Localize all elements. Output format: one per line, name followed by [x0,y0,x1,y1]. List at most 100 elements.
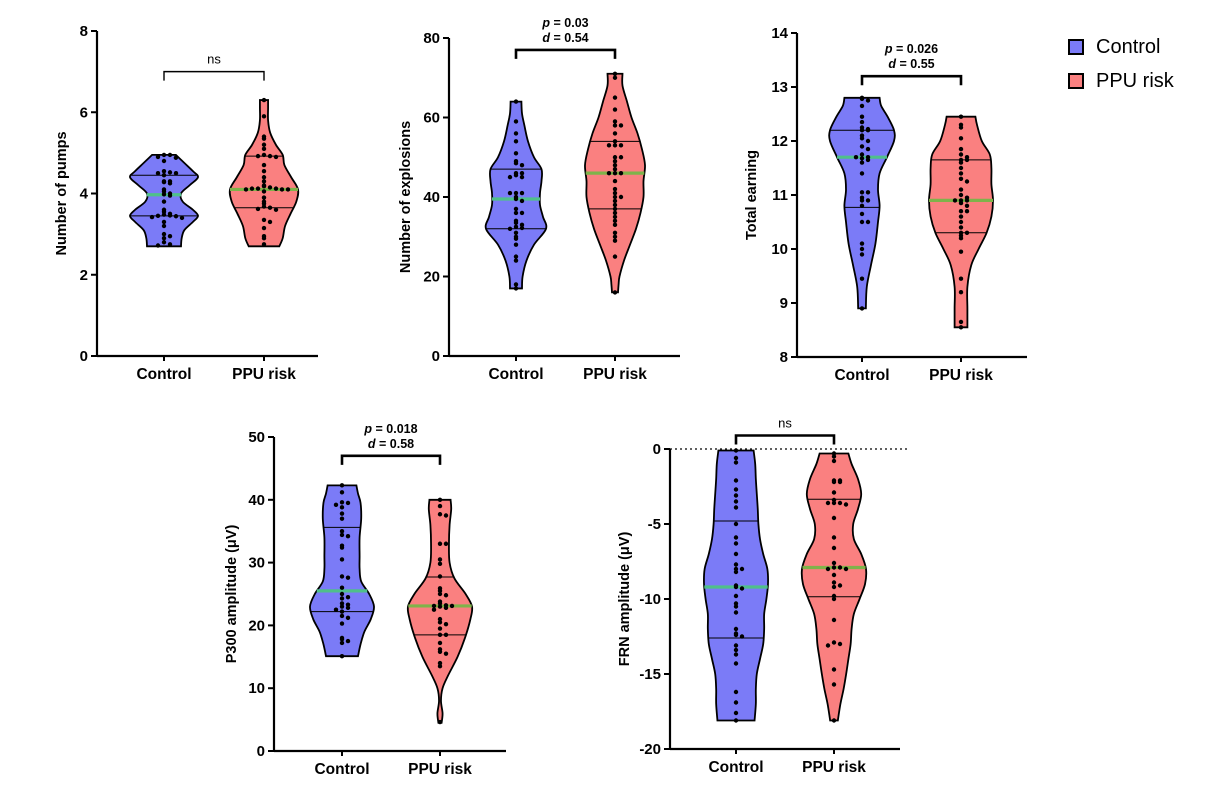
data-point [443,651,449,656]
data-point [261,97,267,103]
data-point [519,222,525,228]
data-point [261,152,267,158]
data-point [958,209,964,214]
data-point [513,206,519,212]
data-point [865,146,871,152]
y-tick-label: 50 [248,429,265,446]
data-point [437,591,443,597]
data-point [859,114,865,119]
significance-annotation: d = 0.54 [542,31,588,45]
data-point [513,254,519,259]
data-point [507,226,513,231]
data-point [261,142,267,147]
data-point [606,170,612,176]
data-point [964,203,970,208]
data-point [958,136,964,141]
data-point [958,176,964,181]
data-point [958,290,964,295]
data-point [865,157,871,163]
data-point [733,562,739,567]
data-point [167,152,173,158]
data-point [161,223,167,229]
data-point [437,660,443,666]
data-point [825,566,831,572]
data-point [831,580,837,585]
x-category-label: PPU risk [802,759,866,776]
data-point [513,220,519,226]
data-point [958,236,964,241]
data-point [958,214,964,219]
panel-p300: 0 10 20 30 40 50 Control PPU risk P300 amplitude… [224,422,506,778]
data-point [519,198,525,204]
data-point [513,139,519,144]
data-point [519,225,525,231]
data-point [519,170,525,176]
data-point [161,231,167,237]
y-axis-label: P300 amplitude (μV) [224,525,240,664]
data-point [513,210,519,216]
data-point [859,241,865,246]
data-point [859,96,865,102]
data-point [831,535,837,540]
data-point [339,545,345,550]
data-point [437,561,443,567]
data-point [261,114,267,119]
data-point [333,607,339,612]
violin-ppu-risk [584,71,646,295]
data-point [831,560,837,566]
data-point [831,500,837,506]
legend-swatch-ppu-risk [1068,73,1084,89]
y-tick-label: -20 [639,741,661,758]
data-point [612,95,618,100]
data-point [339,613,345,619]
data-point [859,203,865,208]
data-point [437,626,443,631]
data-point [261,168,267,174]
data-point [612,202,618,208]
data-point [513,236,519,241]
data-point [612,198,618,204]
data-point [952,198,958,203]
data-point [261,146,267,152]
data-point [958,276,964,281]
data-point [865,190,871,195]
data-point [431,603,437,609]
data-point [733,460,739,465]
data-point [345,638,351,644]
y-tick-label: 0 [257,743,265,760]
data-point [612,155,618,160]
significance-annotation: p = 0.018 [363,422,417,436]
data-point [249,186,255,191]
data-point [733,718,739,723]
data-point [437,640,443,646]
data-point [612,254,618,259]
y-tick-label: 80 [423,30,440,47]
data-point [261,242,267,247]
data-point [612,186,618,192]
y-axis-label: Total earning [744,150,760,240]
data-point [618,170,624,176]
data-point [339,516,345,521]
data-point [733,710,739,716]
y-tick-label: 40 [248,492,265,509]
data-point [437,664,443,669]
x-category-label: Control [136,366,191,383]
data-point [618,194,624,200]
data-point [513,224,519,230]
data-point [273,207,279,212]
data-point [443,605,449,611]
y-tick-label: 40 [423,189,440,206]
data-point [733,541,739,546]
data-point [519,174,525,180]
data-point [964,209,970,214]
data-point [831,667,837,672]
data-point [958,160,964,165]
data-point [733,487,739,492]
data-point [339,500,345,505]
data-point [825,500,831,506]
data-point [831,572,837,578]
data-point [612,159,618,164]
data-point [443,593,449,598]
violin-control [309,483,375,659]
data-point [285,187,291,192]
